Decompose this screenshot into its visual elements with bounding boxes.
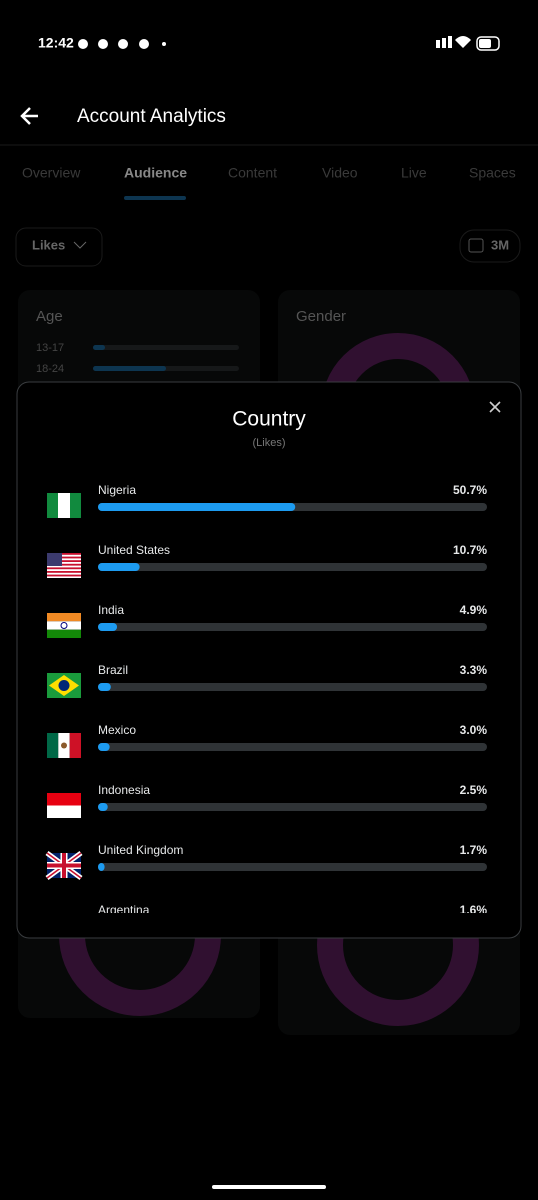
age-bar [93,366,166,371]
age-bar [93,345,105,350]
flag [47,553,81,555]
flag [47,805,81,818]
flag [69,733,81,758]
bar [98,743,110,751]
tab[interactable]: Content [228,165,277,181]
flag [70,493,81,518]
home-indicator [212,1185,326,1189]
flag [47,563,81,566]
bar [98,623,118,631]
metric-filter[interactable] [15,227,103,267]
flag [47,556,81,559]
status-time: 12:42 [38,35,74,51]
tab[interactable]: Video [322,165,358,181]
country-name: Brazil [98,663,128,677]
back-button[interactable] [20,107,38,125]
bar [98,503,296,511]
header-title: Account Analytics [77,106,226,127]
flag [47,553,62,566]
bar-track [98,803,487,811]
country-row: United Kingdom 1.7% [45,843,488,881]
tab[interactable]: Overview [22,165,81,181]
metric-filter-label: Likes [32,237,65,252]
value-label: 3.3% [460,663,488,677]
flag [60,622,68,629]
bar [98,683,111,691]
country-name: Indonesia [98,783,150,797]
flag [47,493,58,518]
status-icons [78,36,500,51]
flag [47,853,81,878]
tab[interactable]: Live [401,165,427,181]
country-list: Nigeria 50.7% United States 10.7% India 4.9% B… [45,483,488,917]
country-name: United Kingdom [98,843,183,857]
bar-track [98,563,487,571]
close-button[interactable] [489,401,501,413]
value-label: 1.6% [460,903,488,917]
country-name: India [98,603,124,617]
gender-card-title: Gender [296,308,346,325]
country-row: Brazil 3.3% [47,663,487,698]
flag [47,629,81,638]
age-group-label: 13-17 [36,342,64,354]
calendar-icon [468,238,484,253]
value-label: 4.9% [460,603,488,617]
modal-subtitle: (Likes) [252,437,285,449]
bar [98,803,108,811]
country-name: Mexico [98,723,136,737]
tabs: Overview Audience Content Video Live Spaces [22,165,516,181]
range-filter[interactable] [459,229,521,263]
flag [47,793,81,806]
bar-track [98,743,487,751]
country-row: United States 10.7% [47,543,487,578]
country-modal [16,381,522,939]
flag [47,571,81,573]
range-filter-label: 3M [491,237,509,252]
chevron [73,241,87,249]
bar [98,863,105,871]
tab[interactable]: Spaces [469,165,516,181]
flag [47,567,81,570]
value-label: 3.0% [460,723,488,737]
country-row: Nigeria 50.7% [47,483,487,518]
age-track [93,345,239,350]
age-group-label: 18-24 [36,363,64,375]
bar [98,563,140,571]
value-label: 50.7% [453,483,487,497]
country-name: Argentina [98,903,150,917]
country-row: Mexico 3.0% [47,723,487,758]
value-label: 1.7% [460,843,488,857]
age-card-title: Age [36,308,63,325]
flag [61,742,67,749]
flag [47,560,81,562]
tab[interactable]: Audience [124,165,187,181]
value-label: 2.5% [460,783,488,797]
country-name: United States [98,543,170,557]
bar-track [98,863,487,871]
flag [47,733,59,758]
modal-title: Country [232,408,306,431]
country-row: Argentina 1.6% [98,903,488,917]
bar-track [98,623,487,631]
bar-track [98,683,487,691]
flag [47,574,81,577]
country-row: India 4.9% [47,603,487,638]
country-row: Indonesia 2.5% [47,783,487,818]
flag [58,680,70,691]
flag [47,613,81,622]
country-name: Nigeria [98,483,136,497]
value-label: 10.7% [453,543,487,557]
flag [47,621,81,630]
tab-indicator [124,196,186,200]
